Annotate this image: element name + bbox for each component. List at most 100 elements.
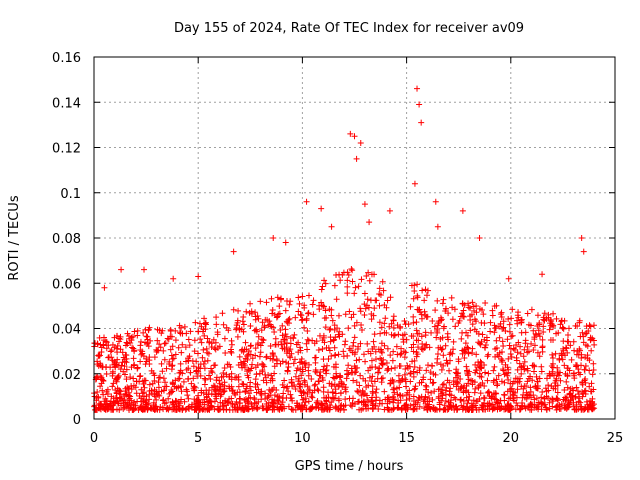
data-point: [331, 375, 338, 382]
data-point: [257, 298, 264, 305]
data-point: [248, 365, 255, 372]
data-point-peak: [303, 198, 310, 205]
data-point: [383, 359, 390, 366]
data-point: [206, 372, 213, 379]
data-point: [128, 382, 135, 389]
data-point: [410, 295, 417, 302]
data-point: [195, 368, 202, 375]
data-point-peak: [411, 180, 418, 187]
data-point: [533, 404, 540, 411]
data-point: [134, 365, 141, 372]
data-point: [297, 383, 304, 390]
data-point: [390, 313, 397, 320]
data-point: [128, 334, 135, 341]
data-point: [292, 373, 299, 380]
data-point: [490, 367, 497, 374]
data-point: [546, 399, 553, 406]
data-point: [521, 346, 528, 353]
data-point: [363, 273, 370, 280]
data-point: [529, 377, 536, 384]
data-point: [492, 390, 499, 397]
data-point: [94, 373, 101, 380]
data-point: [576, 317, 583, 324]
data-point: [229, 400, 236, 407]
data-point: [137, 338, 144, 345]
data-point: [148, 387, 155, 394]
data-point: [221, 335, 228, 342]
data-point: [201, 315, 208, 322]
data-point: [319, 345, 326, 352]
data-point: [372, 348, 379, 355]
data-point: [557, 405, 564, 412]
data-point: [549, 395, 556, 402]
data-point: [574, 388, 581, 395]
data-point: [576, 346, 583, 353]
data-point: [463, 363, 470, 370]
data-point: [186, 405, 193, 412]
data-point: [335, 382, 342, 389]
data-point: [461, 382, 468, 389]
data-point: [586, 367, 593, 374]
data-point: [407, 370, 414, 377]
data-point: [582, 354, 589, 361]
data-point: [309, 405, 316, 412]
data-point: [217, 399, 224, 406]
data-point: [457, 376, 464, 383]
data-point: [326, 347, 333, 354]
data-point: [357, 372, 364, 379]
data-point: [345, 370, 352, 377]
data-point: [446, 367, 453, 374]
data-point: [283, 340, 290, 347]
data-point: [493, 399, 500, 406]
data-point: [451, 394, 458, 401]
data-point: [373, 386, 380, 393]
data-point: [391, 389, 398, 396]
data-point: [137, 372, 144, 379]
data-point: [268, 372, 275, 379]
data-point: [469, 321, 476, 328]
data-point: [447, 402, 454, 409]
data-point: [521, 383, 528, 390]
data-point: [111, 361, 118, 368]
data-point: [335, 312, 342, 319]
data-point: [181, 398, 188, 405]
data-point: [325, 355, 332, 362]
data-point: [319, 337, 326, 344]
data-point: [380, 287, 387, 294]
data-point: [310, 297, 317, 304]
data-point: [584, 355, 591, 362]
data-point: [302, 395, 309, 402]
data-point: [255, 398, 262, 405]
data-point: [204, 349, 211, 356]
data-point: [470, 303, 477, 310]
data-point: [410, 341, 417, 348]
data-point: [411, 386, 418, 393]
data-point: [94, 388, 101, 395]
data-point: [290, 406, 297, 413]
data-point: [515, 314, 522, 321]
data-point: [185, 336, 192, 343]
data-point: [332, 390, 339, 397]
data-point: [95, 394, 102, 401]
data-point: [498, 348, 505, 355]
data-point: [581, 366, 588, 373]
data-point: [424, 287, 431, 294]
data-point: [406, 395, 413, 402]
data-point: [238, 347, 245, 354]
data-point: [138, 386, 145, 393]
data-point: [169, 362, 176, 369]
data-point: [506, 321, 513, 328]
data-point: [591, 341, 598, 348]
data-point-peak: [505, 275, 512, 282]
data-point: [335, 406, 342, 413]
data-point: [349, 278, 356, 285]
data-point: [268, 295, 275, 302]
data-point: [291, 356, 298, 363]
data-point: [449, 316, 456, 323]
data-point: [195, 398, 202, 405]
data-point: [168, 366, 175, 373]
data-point: [146, 357, 153, 364]
data-point: [106, 400, 113, 407]
data-point: [153, 396, 160, 403]
data-point: [565, 325, 572, 332]
